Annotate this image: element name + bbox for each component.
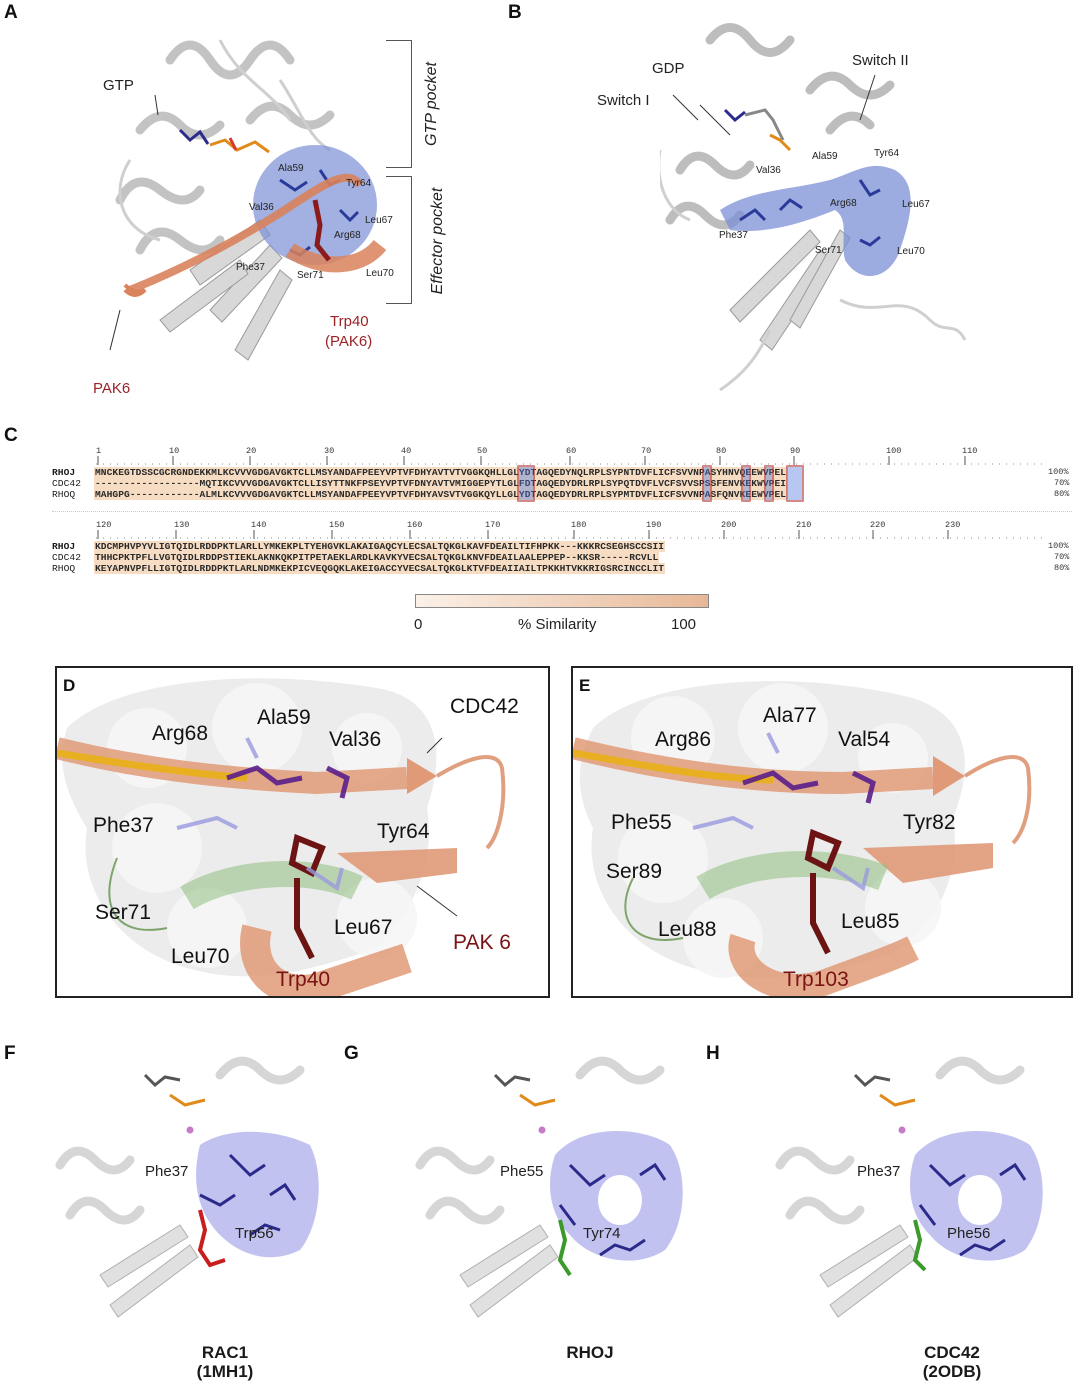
panel-letter-a: A (4, 2, 18, 23)
scale-label: % Similarity (518, 616, 597, 633)
panel-letter-e: E (579, 676, 591, 695)
panel-letter-d: D (63, 676, 76, 695)
alignment-block-2: 120 130 140 150 160 170 180 190 200 210 … (52, 520, 1080, 580)
label-pak6: PAK 6 (453, 931, 511, 954)
label-leu88: Leu88 (658, 918, 717, 941)
rac1-structure-image (55, 1056, 319, 1318)
label-trp103: Trp103 (783, 968, 849, 991)
label-ala59: Ala59 (812, 151, 838, 162)
label-arg68: Arg68 (152, 722, 209, 745)
label-tyr82: Tyr82 (903, 811, 956, 834)
ruler-ticks-block-2 (96, 530, 1048, 539)
label-switch-1: Switch I (597, 92, 650, 109)
ruler-block-1: 1 10 20 30 40 50 60 70 80 90 100 110 (96, 446, 978, 456)
label-pak6: PAK6 (93, 380, 131, 397)
seq-row-rhoj-2: RHOJ KDCMPHVPYVLIGTQIDLRDDPKTLARLLYMKEKP… (52, 541, 1069, 552)
label-arg86: Arg86 (655, 728, 712, 751)
seq-row-cdc42-2: CDC42 THHCPKTPFLLVGTQIDLRDDPSTIEKLAKNKQK… (52, 552, 1070, 563)
label-ala59: Ala59 (257, 706, 311, 729)
scale-max: 100 (671, 616, 697, 633)
rhoj-pak6-structure-image (109, 39, 387, 361)
caption-rhoj: RHOJ (566, 1343, 614, 1362)
label-trp40: Trp40 (276, 968, 331, 991)
label-ser71: Ser71 (297, 270, 324, 281)
label-leu67: Leu67 (902, 199, 930, 210)
panel-letter-c: C (4, 425, 18, 446)
label-tyr64: Tyr64 (377, 820, 430, 843)
label-arg68: Arg68 (830, 198, 857, 209)
label-val54: Val54 (838, 728, 891, 751)
label-tyr64: Tyr64 (874, 148, 900, 159)
highlight-vf-54 (517, 465, 535, 502)
cdc42-pak6-closeup-image (57, 678, 506, 996)
label-gtp: GTP (103, 77, 134, 94)
panel-letter-f: F (4, 1043, 16, 1064)
label-leu67: Leu67 (365, 215, 393, 226)
label-leu70: Leu70 (897, 246, 925, 257)
highlight-ls-88 (786, 465, 804, 502)
seq-row-rhoj: RHOJ MNCKEGTDSSCGCRGNDEKKMLKCVVVGDGAVGKT… (52, 467, 1069, 478)
label-tyr64: Tyr64 (346, 178, 372, 189)
label-phe37: Phe37 (145, 1163, 189, 1180)
label-val36: Val36 (329, 728, 382, 751)
label-switch-2: Switch II (852, 52, 909, 69)
caption-cdc42-pdb: (2ODB) (922, 1362, 982, 1381)
label-ala77: Ala77 (763, 704, 817, 727)
alignment-separator (52, 511, 1072, 512)
label-tyr74: Tyr74 (583, 1225, 621, 1242)
label-ser89: Ser89 (606, 860, 663, 883)
label-phe37: Phe37 (236, 262, 265, 273)
rhoj-structure-image (415, 1056, 683, 1318)
highlight-l-85 (764, 465, 774, 502)
label-phe55: Phe55 (500, 1163, 544, 1180)
label-val36: Val36 (756, 165, 781, 176)
seq-row-rhoq-2: RHOQ KEYAPNVPFLLIGTQIDLRDDPKTLARLNDMKEKP… (52, 563, 1070, 574)
label-effector-pocket: Effector pocket (429, 187, 446, 295)
alignment-block-1: 1 10 20 30 40 50 60 70 80 90 100 110 RHO… (52, 446, 1080, 506)
panel-letter-g: G (344, 1043, 359, 1064)
rhoj-gdp-structure-image (660, 23, 967, 392)
ruler-ticks-block-1 (96, 456, 1048, 465)
rhoj-pak6-closeup-image (573, 681, 1032, 996)
label-phe56: Phe56 (947, 1225, 991, 1242)
label-leu70: Leu70 (366, 268, 394, 279)
panel-letter-h: H (706, 1043, 720, 1064)
similarity-scale-bar (415, 594, 709, 608)
label-trp56: Trp56 (235, 1225, 274, 1242)
seq-row-rhoq: RHOQ MAHGPG------------ALMLKCVVVGDGAVGKT… (52, 489, 1070, 500)
caption-cdc42: CDC42 (924, 1343, 980, 1362)
label-arg68: Arg68 (334, 230, 361, 241)
label-cdc42: CDC42 (450, 695, 519, 718)
caption-rac1: RAC1 (201, 1343, 249, 1362)
label-leu70: Leu70 (171, 945, 230, 968)
ruler-block-2: 120 130 140 150 160 170 180 190 200 210 … (96, 520, 961, 530)
panel-e: E Arg86 Ala77 Val54 Phe55 Tyr82 Ser89 Le… (571, 666, 1073, 998)
panel-d: D Arg68 Ala59 Val36 CDC42 Phe37 Tyr64 Se… (55, 666, 550, 998)
label-ser71: Ser71 (95, 901, 152, 924)
highlight-y-82 (741, 465, 751, 502)
label-gtp-pocket: GTP pocket (423, 62, 440, 146)
label-phe55: Phe55 (611, 811, 672, 834)
highlight-a-77 (702, 465, 712, 502)
label-phe37: Phe37 (93, 814, 154, 837)
cdc42-structure-image (775, 1056, 1043, 1318)
label-leu85: Leu85 (841, 910, 900, 933)
label-val36: Val36 (249, 202, 274, 213)
label-phe37: Phe37 (857, 1163, 901, 1180)
scale-min: 0 (414, 616, 423, 633)
seq-row-cdc42: CDC42 ------------------MQTIKCVVVGDGAVGK… (52, 478, 1070, 489)
effector-pocket-bracket (386, 176, 412, 304)
label-phe37: Phe37 (719, 230, 748, 241)
label-gdp: GDP (652, 60, 685, 77)
label-ala59: Ala59 (278, 163, 304, 174)
gtp-pocket-bracket (386, 40, 412, 168)
label-ser71: Ser71 (815, 245, 842, 256)
label-pak6-paren: (PAK6) (325, 333, 373, 350)
label-leu67: Leu67 (334, 916, 393, 939)
label-trp40: Trp40 (330, 313, 369, 330)
panel-letter-b: B (508, 2, 522, 23)
caption-rac1-pdb: (1MH1) (196, 1362, 254, 1381)
